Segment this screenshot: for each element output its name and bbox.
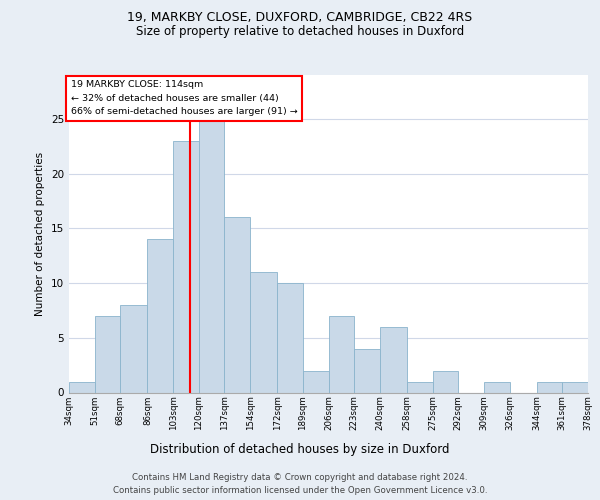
Bar [303,370,329,392]
Bar [562,382,588,392]
Text: Distribution of detached houses by size in Duxford: Distribution of detached houses by size … [150,442,450,456]
Y-axis label: Number of detached properties: Number of detached properties [35,152,46,316]
Bar [120,305,148,392]
Text: 19, MARKBY CLOSE, DUXFORD, CAMBRIDGE, CB22 4RS: 19, MARKBY CLOSE, DUXFORD, CAMBRIDGE, CB… [127,12,473,24]
Text: 19 MARKBY CLOSE: 114sqm
← 32% of detached houses are smaller (44)
66% of semi-de: 19 MARKBY CLOSE: 114sqm ← 32% of detache… [71,80,297,116]
Bar [95,316,120,392]
Bar [484,382,509,392]
Bar [277,283,303,393]
Bar [224,218,250,392]
Bar [537,382,562,392]
Bar [433,370,458,392]
Bar [199,119,224,392]
Bar [329,316,354,392]
Text: Contains HM Land Registry data © Crown copyright and database right 2024.: Contains HM Land Registry data © Crown c… [132,472,468,482]
Bar [354,348,380,393]
Bar [69,382,95,392]
Bar [148,239,173,392]
Text: Contains public sector information licensed under the Open Government Licence v3: Contains public sector information licen… [113,486,487,495]
Bar [173,140,199,392]
Bar [407,382,433,392]
Text: Size of property relative to detached houses in Duxford: Size of property relative to detached ho… [136,25,464,38]
Bar [380,327,407,392]
Bar [250,272,277,392]
